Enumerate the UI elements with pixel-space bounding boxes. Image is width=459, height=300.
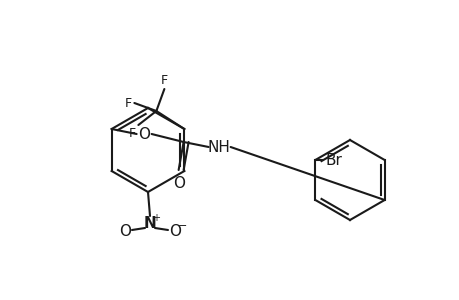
Text: Br: Br (325, 152, 341, 167)
Text: NH: NH (207, 140, 230, 154)
Text: O: O (137, 127, 149, 142)
Text: O: O (172, 176, 184, 191)
Text: F: F (129, 127, 136, 140)
Text: N: N (143, 217, 156, 232)
Text: F: F (125, 97, 132, 110)
Text: O: O (119, 224, 131, 239)
Text: +: + (151, 213, 160, 223)
Text: F: F (161, 74, 168, 87)
Text: −: − (178, 221, 187, 231)
Text: O: O (168, 224, 180, 239)
